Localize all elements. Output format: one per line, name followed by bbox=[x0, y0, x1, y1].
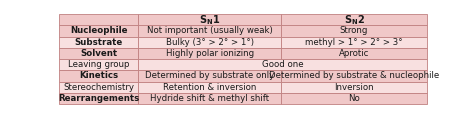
Text: Determined by substrate only: Determined by substrate only bbox=[145, 71, 274, 80]
Text: Not important (usually weak): Not important (usually weak) bbox=[147, 26, 273, 35]
Bar bbox=[138, 48, 282, 59]
Text: Retention & inversion: Retention & inversion bbox=[163, 83, 256, 92]
Bar bbox=[282, 25, 427, 37]
Bar bbox=[59, 48, 138, 59]
Bar bbox=[138, 82, 282, 93]
Text: Determined by substrate & nucleophile: Determined by substrate & nucleophile bbox=[269, 71, 439, 80]
Bar bbox=[59, 93, 138, 104]
Text: Nucleophile: Nucleophile bbox=[70, 26, 128, 35]
Text: Leaving group: Leaving group bbox=[68, 60, 129, 69]
Text: Strong: Strong bbox=[340, 26, 368, 35]
Bar bbox=[138, 70, 282, 82]
Text: Kinetics: Kinetics bbox=[79, 71, 118, 80]
Text: Inversion: Inversion bbox=[334, 83, 374, 92]
Text: Stereochemistry: Stereochemistry bbox=[63, 83, 134, 92]
Bar bbox=[282, 14, 427, 25]
Bar bbox=[138, 25, 282, 37]
Bar bbox=[282, 93, 427, 104]
Bar bbox=[282, 37, 427, 48]
Text: Good one: Good one bbox=[262, 60, 303, 69]
Bar bbox=[59, 37, 138, 48]
Bar bbox=[59, 59, 138, 70]
Bar bbox=[282, 70, 427, 82]
Bar bbox=[138, 59, 427, 70]
Bar bbox=[138, 14, 282, 25]
Bar bbox=[282, 82, 427, 93]
Bar bbox=[59, 25, 138, 37]
Text: Aprotic: Aprotic bbox=[339, 49, 369, 58]
Text: methyl > 1° > 2° > 3°: methyl > 1° > 2° > 3° bbox=[305, 38, 403, 47]
Bar bbox=[59, 82, 138, 93]
Text: Rearrangements: Rearrangements bbox=[58, 94, 139, 103]
Text: Hydride shift & methyl shift: Hydride shift & methyl shift bbox=[150, 94, 269, 103]
Text: $\mathregular{S_N}$2: $\mathregular{S_N}$2 bbox=[344, 13, 365, 27]
Text: Solvent: Solvent bbox=[80, 49, 117, 58]
Bar bbox=[138, 93, 282, 104]
Text: Highly polar ionizing: Highly polar ionizing bbox=[166, 49, 254, 58]
Text: Bulky (3° > 2° > 1°): Bulky (3° > 2° > 1°) bbox=[166, 38, 254, 47]
Bar bbox=[138, 37, 282, 48]
Bar bbox=[59, 70, 138, 82]
Text: Substrate: Substrate bbox=[74, 38, 123, 47]
Bar bbox=[282, 48, 427, 59]
Bar bbox=[59, 14, 138, 25]
Text: $\mathregular{S_N}$1: $\mathregular{S_N}$1 bbox=[199, 13, 220, 27]
Text: No: No bbox=[348, 94, 360, 103]
